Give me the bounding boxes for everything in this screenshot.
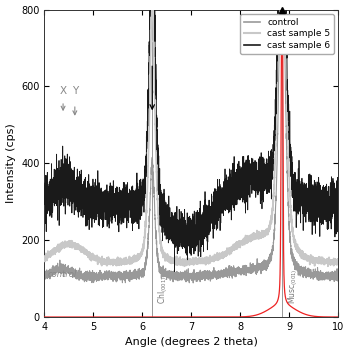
- X-axis label: Angle (degrees 2 theta): Angle (degrees 2 theta): [125, 337, 258, 347]
- Legend: control, cast sample 5, cast sample 6: control, cast sample 5, cast sample 6: [240, 14, 334, 54]
- Text: Musc$_{(001)}$: Musc$_{(001)}$: [286, 268, 300, 304]
- Text: Y: Y: [72, 86, 78, 96]
- Text: Chl$_{(001)}$: Chl$_{(001)}$: [156, 275, 170, 304]
- Y-axis label: Intensity (cps): Intensity (cps): [6, 124, 15, 203]
- Text: X: X: [60, 86, 66, 96]
- Text: control: control: [47, 270, 77, 279]
